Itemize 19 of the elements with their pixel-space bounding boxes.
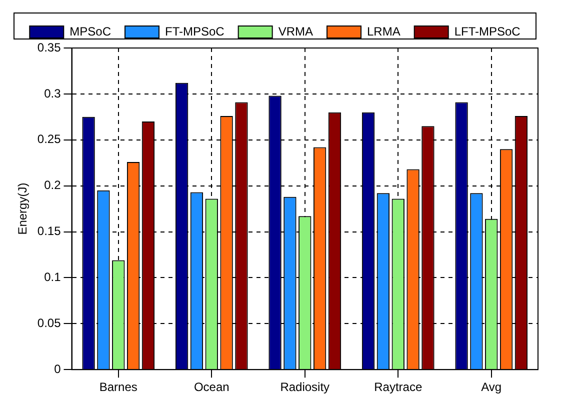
x-tick-label: Radiosity xyxy=(280,380,330,394)
y-tick-label: 0.2 xyxy=(44,178,62,192)
x-tick-label: Ocean xyxy=(194,380,230,394)
x-tick-label: Barnes xyxy=(99,380,138,394)
y-axis-title: Energy(J) xyxy=(16,182,30,235)
legend-label: LFT-MPSoC xyxy=(454,24,521,38)
y-tick-label: 0.35 xyxy=(37,40,62,54)
legend-label: LRMA xyxy=(367,24,400,38)
y-tick-label: 0 xyxy=(54,362,62,376)
x-tick-label: Avg xyxy=(481,380,502,394)
y-tick-label: 0.3 xyxy=(44,86,62,100)
y-tick-label: 0.15 xyxy=(37,224,62,238)
y-tick-label: 0.05 xyxy=(37,316,62,330)
legend-label: MPSoC xyxy=(70,24,112,38)
x-tick-label: Raytrace xyxy=(374,380,422,394)
y-tick-label: 0.25 xyxy=(37,132,62,146)
legend-label: VRMA xyxy=(278,24,313,38)
legend-label: FT-MPSoC xyxy=(164,24,225,38)
y-tick-label: 0.1 xyxy=(44,270,62,284)
